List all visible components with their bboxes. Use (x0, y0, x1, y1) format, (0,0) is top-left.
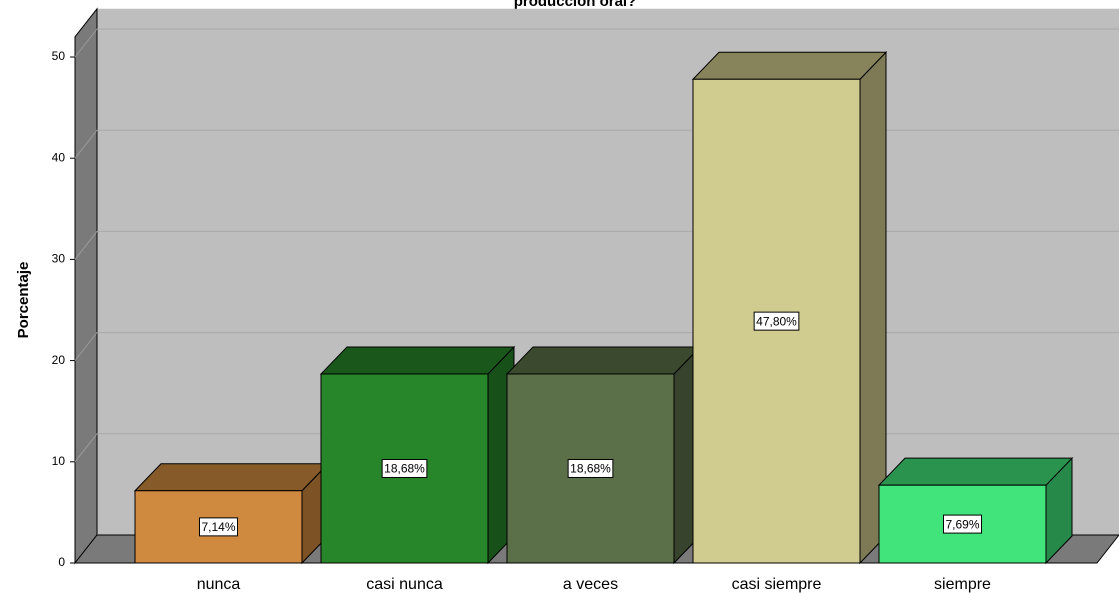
value-label: 18,68% (384, 462, 425, 476)
bar-top (505, 346, 702, 375)
value-label: 47,80% (756, 314, 797, 328)
grid-line (74, 231, 98, 260)
value-label-box (381, 458, 428, 478)
left-wall (74, 7, 98, 565)
x-tick-label: a veces (563, 576, 618, 593)
value-label: 7,69% (945, 517, 979, 531)
value-label-box (753, 311, 800, 331)
grid-line (74, 433, 98, 463)
value-label-box (198, 517, 239, 537)
bar-top (877, 457, 1074, 486)
value-label-box (942, 514, 983, 534)
value-label: 18,68% (570, 462, 611, 476)
x-tick-label: siempre (934, 576, 991, 593)
y-tick-label: 30 (52, 252, 66, 266)
x-tick-label: nunca (197, 576, 241, 593)
bar-top (319, 346, 516, 375)
y-tick-label: 40 (52, 150, 66, 164)
grid-line (74, 129, 98, 159)
grid-line (74, 28, 98, 58)
bar-top (691, 51, 888, 80)
y-tick-label: 50 (52, 49, 66, 63)
chart-title: producción oral? (514, 0, 637, 10)
bar (506, 373, 675, 564)
grid-line (74, 332, 98, 361)
y-tick-label: 10 (52, 454, 66, 468)
y-tick-label: 20 (52, 353, 66, 367)
bar-top (133, 463, 330, 492)
x-tick-label: casi siempre (732, 576, 822, 593)
x-tick-label: casi nunca (366, 576, 443, 593)
value-label-box (567, 458, 614, 478)
y-tick-label: 0 (58, 555, 65, 569)
y-axis-label: Porcentaje (15, 262, 32, 339)
value-label: 7,14% (201, 520, 235, 534)
